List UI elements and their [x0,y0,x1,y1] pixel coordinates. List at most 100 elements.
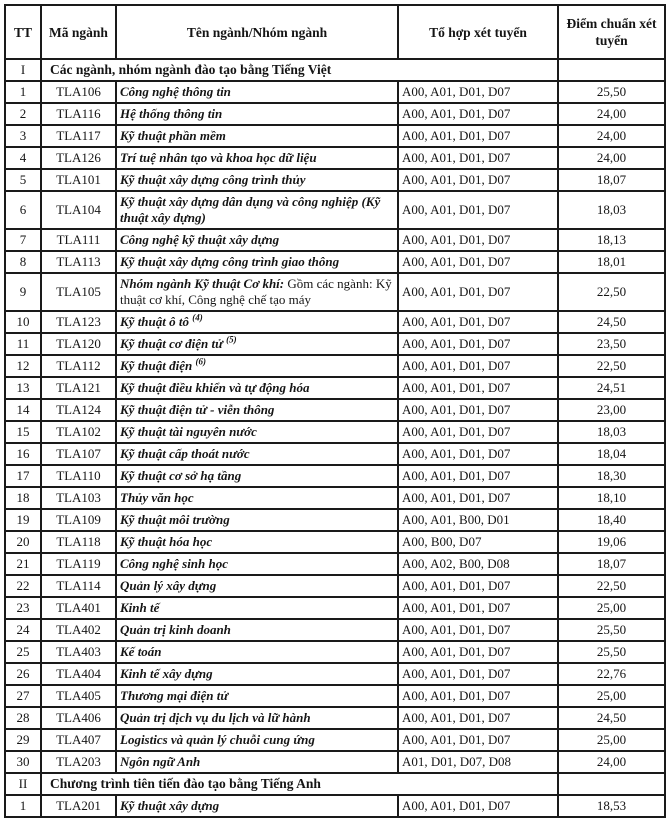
header-combo: Tổ hợp xét tuyển [397,4,559,60]
major-name-cell: Thương mại điện tử [115,684,399,708]
table-row: 30 TLA203 Ngôn ngữ Anh A01, D01, D07, D08 24… [4,750,666,774]
table-row: 21 TLA119 Công nghệ sinh học A00, A02, B00,… [4,552,666,576]
major-name-text: Kỹ thuật phần mềm [120,128,226,143]
row-number-cell: 29 [4,728,42,752]
combo-cell: A00, A01, D01, D07 [397,310,559,334]
major-name-text: Kỹ thuật điều khiển và tự động hóa [120,380,310,395]
score-cell: 18,01 [557,250,666,274]
table-row: 19 TLA109 Kỹ thuật môi trường A00, A01, B00… [4,508,666,532]
table-row: 26 TLA404 Kinh tế xây dựng A00, A01, D01, D… [4,662,666,686]
major-name-text: Kỹ thuật xây dựng dân dụng và công nghiệ… [120,194,381,225]
major-name-cell: Kinh tế xây dựng [115,662,399,686]
row-number-cell: 1 [4,80,42,104]
row-number-cell: 3 [4,124,42,148]
major-name-text: Quản lý xây dựng [120,578,217,593]
major-name-cell: Kỹ thuật xây dựng công trình thủy [115,168,399,192]
table-body: I Các ngành, nhóm ngành đào tạo bằng Tiến… [4,58,666,818]
combo-cell: A00, A01, D01, D07 [397,250,559,274]
major-name-cell: Quản trị kinh doanh [115,618,399,642]
major-name-text: Nhóm ngành Kỹ thuật Cơ khí: [120,276,285,291]
score-cell: 24,51 [557,376,666,400]
row-number-cell: 5 [4,168,42,192]
score-cell: 18,07 [557,168,666,192]
table-row: 5 TLA101 Kỹ thuật xây dựng công trình thủy… [4,168,666,192]
major-code-cell: TLA102 [40,420,117,444]
row-number-cell: 30 [4,750,42,774]
major-name-cell: Kỹ thuật xây dựng [115,794,399,818]
row-number-cell: 12 [4,354,42,378]
major-name-cell: Trí tuệ nhân tạo và khoa học dữ liệu [115,146,399,170]
combo-cell: A00, A01, D01, D07 [397,442,559,466]
score-cell: 24,50 [557,706,666,730]
score-cell: 22,50 [557,574,666,598]
table-row: 7 TLA111 Công nghệ kỹ thuật xây dựng A00, A… [4,228,666,252]
combo-cell: A00, A01, D01, D07 [397,124,559,148]
major-code-cell: TLA126 [40,146,117,170]
row-number-cell: 6 [4,190,42,230]
major-code-cell: TLA119 [40,552,117,576]
table-row: 28 TLA406 Quản trị dịch vụ du lịch và lữ h… [4,706,666,730]
major-name-cell: Logistics và quản lý chuỗi cung ứng [115,728,399,752]
major-name-text: Thủy văn học [120,490,194,505]
major-name-cell: Kỹ thuật cấp thoát nước [115,442,399,466]
major-name-text: Quản trị dịch vụ du lịch và lữ hành [120,710,311,725]
major-code-cell: TLA407 [40,728,117,752]
table-row: 3 TLA117 Kỹ thuật phần mềm A00, A01, D01, D… [4,124,666,148]
combo-cell: A00, A01, D01, D07 [397,354,559,378]
major-name-text: Kỹ thuật xây dựng công trình thủy [120,172,306,187]
table-row: 14 TLA124 Kỹ thuật điện tử - viễn thông A00… [4,398,666,422]
combo-cell: A00, A01, D01, D07 [397,228,559,252]
major-name-text: Kỹ thuật cấp thoát nước [120,446,250,461]
major-name-cell: Nhóm ngành Kỹ thuật Cơ khí: Gồm các ngàn… [115,272,399,312]
major-name-cell: Kỹ thuật xây dựng dân dụng và công nghiệ… [115,190,399,230]
major-name-cell: Kỹ thuật cơ sở hạ tầng [115,464,399,488]
combo-cell: A00, A01, D01, D07 [397,684,559,708]
major-code-cell: TLA101 [40,168,117,192]
combo-cell: A00, B00, D07 [397,530,559,554]
section-row: I Các ngành, nhóm ngành đào tạo bằng Tiến… [4,58,666,82]
major-name-text: Kỹ thuật hóa học [120,534,213,549]
score-cell: 24,50 [557,310,666,334]
major-name-text: Kỹ thuật điện tử - viễn thông [120,402,275,417]
table-header: TT Mã ngành Tên ngành/Nhóm ngành Tổ hợp … [4,4,666,60]
section-row: II Chương trình tiên tiến đào tạo bằng Ti… [4,772,666,796]
major-code-cell: TLA123 [40,310,117,334]
table-row: 11 TLA120 Kỹ thuật cơ điện tử (5) A00, A01,… [4,332,666,356]
header-score: Điểm chuẩn xét tuyển [557,4,666,60]
major-code-cell: TLA116 [40,102,117,126]
section-label-cell: Các ngành, nhóm ngành đào tạo bằng Tiếng… [40,58,559,82]
major-name-cell: Ngôn ngữ Anh [115,750,399,774]
major-code-cell: TLA118 [40,530,117,554]
section-label-cell: Chương trình tiên tiến đào tạo bằng Tiến… [40,772,559,796]
major-code-cell: TLA203 [40,750,117,774]
score-cell: 22,76 [557,662,666,686]
combo-cell: A00, A01, D01, D07 [397,596,559,620]
row-number-cell: 20 [4,530,42,554]
combo-cell: A00, A01, D01, D07 [397,486,559,510]
combo-cell: A00, A01, D01, D07 [397,420,559,444]
major-name-text: Kỹ thuật điện [120,358,196,373]
major-code-cell: TLA402 [40,618,117,642]
row-number-cell: 15 [4,420,42,444]
score-cell: 24,00 [557,146,666,170]
row-number-cell: 28 [4,706,42,730]
combo-cell: A00, A01, D01, D07 [397,728,559,752]
combo-cell: A00, A01, D01, D07 [397,190,559,230]
major-code-cell: TLA110 [40,464,117,488]
major-name-text: Kỹ thuật môi trường [120,512,230,527]
row-number-cell: 7 [4,228,42,252]
major-code-cell: TLA401 [40,596,117,620]
footnote-marker: (4) [192,312,203,323]
header-row: TT Mã ngành Tên ngành/Nhóm ngành Tổ hợp … [4,4,666,60]
combo-cell: A00, A01, D01, D07 [397,662,559,686]
score-cell: 23,50 [557,332,666,356]
major-code-cell: TLA117 [40,124,117,148]
major-code-cell: TLA113 [40,250,117,274]
combo-cell: A00, A01, D01, D07 [397,146,559,170]
major-name-text: Kinh tế [120,600,160,615]
major-name-cell: Công nghệ kỹ thuật xây dựng [115,228,399,252]
combo-cell: A00, A01, B00, D01 [397,508,559,532]
major-name-text: Hệ thống thông tin [120,106,223,121]
major-code-cell: TLA104 [40,190,117,230]
